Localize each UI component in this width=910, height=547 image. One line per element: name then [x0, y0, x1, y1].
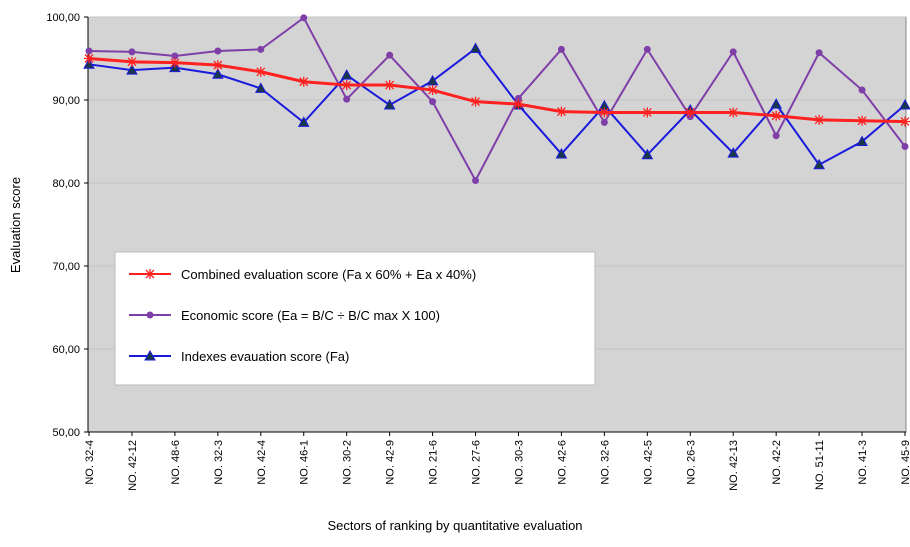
marker — [128, 48, 136, 56]
marker — [727, 147, 740, 158]
marker — [728, 107, 739, 118]
x-tick-label: NO. 46-1 — [299, 440, 311, 485]
marker — [772, 132, 780, 140]
marker — [426, 74, 439, 86]
legend-box — [114, 251, 596, 386]
x-tick-label: NO. 42-5 — [642, 440, 654, 485]
marker — [429, 98, 437, 106]
marker — [297, 116, 310, 127]
series-line — [88, 47, 906, 167]
x-tick-label: NO. 42-4 — [256, 440, 268, 485]
marker — [556, 106, 567, 117]
marker — [171, 52, 179, 60]
x-tick-label: NO. 21-6 — [428, 440, 440, 485]
marker — [85, 47, 93, 55]
x-tick-label: NO. 32-4 — [84, 440, 96, 485]
marker — [600, 118, 608, 126]
marker — [343, 95, 351, 103]
x-tick-label: NO. 42-6 — [556, 440, 568, 485]
marker — [169, 57, 180, 68]
marker — [729, 48, 737, 56]
marker — [599, 107, 610, 118]
marker — [513, 99, 524, 110]
series-line — [88, 16, 906, 183]
x-tick-label: NO. 42-9 — [385, 440, 397, 485]
marker — [300, 14, 308, 22]
marker — [255, 66, 266, 77]
marker — [770, 98, 783, 109]
marker — [126, 56, 137, 67]
marker — [126, 64, 138, 75]
marker — [211, 68, 224, 79]
x-tick-label: NO. 32-3 — [213, 440, 225, 485]
marker — [641, 148, 654, 160]
x-tick-label: NO. 51-11 — [814, 440, 826, 490]
marker — [386, 51, 394, 59]
x-tick-label: NO. 42-2 — [771, 440, 783, 485]
y-tick-label: 90,00 — [52, 95, 80, 107]
marker — [340, 69, 353, 80]
marker — [84, 53, 94, 64]
y-axis-title: Evaluation score — [8, 177, 23, 273]
series-line — [88, 57, 906, 124]
y-tick-label: 60,00 — [52, 344, 80, 356]
marker — [472, 177, 480, 185]
marker — [685, 107, 696, 118]
marker — [557, 45, 565, 53]
marker — [857, 115, 868, 126]
y-tick-label: 80,00 — [52, 178, 80, 190]
x-tick-label: NO. 27-6 — [471, 440, 483, 485]
marker — [254, 82, 267, 93]
marker — [145, 269, 155, 279]
marker — [642, 107, 653, 118]
marker — [144, 349, 156, 361]
marker — [813, 158, 825, 170]
x-tick-label: NO. 30-2 — [342, 440, 354, 485]
x-tick-label: NO. 42-12 — [127, 440, 139, 491]
marker — [469, 42, 482, 54]
marker — [214, 47, 222, 55]
marker — [384, 80, 395, 91]
x-tick-label: NO. 32-6 — [599, 440, 611, 485]
x-tick-label: NO. 41-3 — [857, 440, 869, 485]
y-tick-label: 50,00 — [52, 427, 80, 439]
legend-label: Economic score (Ea = B/C ÷ B/C max X 100… — [181, 308, 440, 323]
marker — [901, 142, 909, 150]
marker — [383, 98, 396, 110]
x-tick-label: NO. 30-3 — [513, 440, 525, 485]
marker — [856, 135, 868, 146]
marker — [257, 45, 265, 53]
x-tick-label: NO. 26-3 — [685, 440, 697, 485]
legend-label: Indexes evauation score (Fa) — [181, 349, 349, 364]
x-tick-label: NO. 48-6 — [170, 440, 182, 485]
marker — [815, 49, 823, 57]
marker — [470, 96, 481, 107]
marker — [643, 45, 651, 53]
marker — [146, 311, 154, 319]
marker — [858, 86, 866, 94]
marker — [900, 116, 910, 127]
x-tick-label: NO. 45-9 — [900, 440, 910, 485]
marker — [212, 60, 223, 71]
x-axis-title: Sectors of ranking by quantitative evalu… — [327, 518, 582, 533]
y-tick-label: 70,00 — [52, 261, 80, 273]
legend-label: Combined evaluation score (Fa x 60% + Ea… — [181, 267, 476, 282]
marker — [83, 58, 95, 69]
marker — [814, 114, 825, 125]
marker — [341, 80, 352, 91]
marker — [899, 98, 910, 110]
marker — [771, 110, 782, 121]
x-tick-label: NO. 42-13 — [728, 440, 740, 491]
marker — [514, 94, 522, 102]
marker — [298, 76, 309, 87]
marker — [555, 147, 568, 159]
marker — [427, 85, 438, 96]
y-tick-label: 100,00 — [46, 12, 80, 24]
